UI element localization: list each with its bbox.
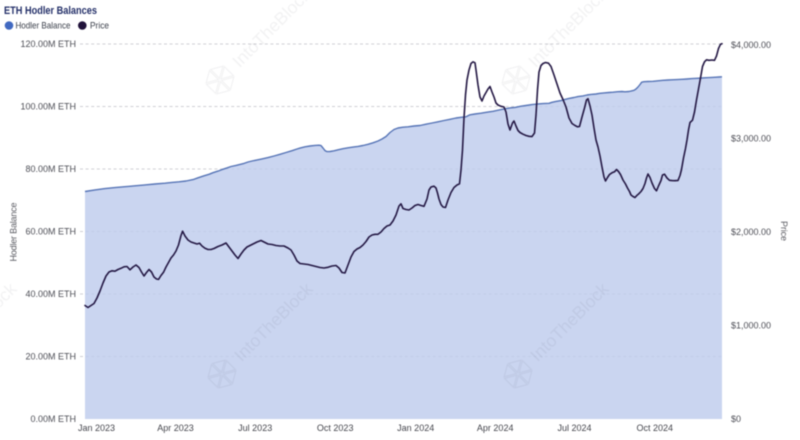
svg-text:Apr 2024: Apr 2024	[477, 423, 514, 433]
svg-text:$3,000.00: $3,000.00	[731, 134, 771, 144]
svg-text:Hodler Balance: Hodler Balance	[9, 203, 19, 262]
svg-text:Jan 2024: Jan 2024	[397, 423, 434, 433]
svg-text:Apr 2023: Apr 2023	[157, 423, 194, 433]
svg-text:Oct 2024: Oct 2024	[637, 423, 674, 433]
svg-text:ETH Hodler Balances: ETH Hodler Balances	[4, 5, 97, 17]
svg-text:Oct 2023: Oct 2023	[317, 423, 354, 433]
svg-text:Price: Price	[90, 21, 109, 31]
svg-text:80.00M ETH: 80.00M ETH	[25, 164, 76, 174]
svg-text:100.00M ETH: 100.00M ETH	[20, 102, 76, 112]
svg-text:40.00M ETH: 40.00M ETH	[25, 289, 76, 299]
svg-text:60.00M ETH: 60.00M ETH	[25, 227, 76, 237]
svg-text:$1,000.00: $1,000.00	[731, 321, 771, 331]
svg-text:Jan 2023: Jan 2023	[78, 423, 115, 433]
svg-text:Hodler Balance: Hodler Balance	[16, 21, 71, 31]
svg-text:20.00M ETH: 20.00M ETH	[25, 352, 76, 362]
svg-text:Jul 2024: Jul 2024	[557, 423, 591, 433]
svg-text:Jul 2023: Jul 2023	[238, 423, 272, 433]
svg-text:$4,000.00: $4,000.00	[731, 40, 771, 50]
svg-text:0.00M ETH: 0.00M ETH	[30, 414, 76, 424]
svg-text:$0: $0	[731, 414, 741, 424]
svg-text:Price: Price	[779, 221, 789, 241]
svg-text:120.00M ETH: 120.00M ETH	[20, 39, 76, 49]
svg-text:$2,000.00: $2,000.00	[731, 227, 771, 237]
